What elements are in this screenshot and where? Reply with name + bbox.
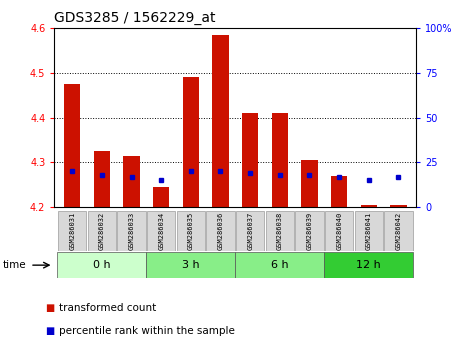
Text: time: time [2,260,26,270]
Text: 6 h: 6 h [271,260,289,270]
Text: GSM286034: GSM286034 [158,212,164,250]
Text: 3 h: 3 h [182,260,200,270]
FancyBboxPatch shape [236,211,264,251]
Text: ■: ■ [45,326,54,336]
FancyBboxPatch shape [146,252,236,278]
FancyBboxPatch shape [324,252,413,278]
Bar [272,113,288,207]
Bar [242,113,258,207]
FancyBboxPatch shape [176,211,205,251]
Text: GSM286033: GSM286033 [129,212,134,250]
Bar [212,35,228,207]
FancyBboxPatch shape [206,211,235,251]
Bar [153,187,169,207]
Bar [331,176,347,207]
Text: transformed count: transformed count [59,303,157,313]
FancyBboxPatch shape [325,211,353,251]
FancyBboxPatch shape [355,211,383,251]
Text: 0 h: 0 h [93,260,111,270]
Text: GSM286042: GSM286042 [395,212,402,250]
Bar [94,151,110,207]
Bar [183,78,199,207]
Text: ■: ■ [45,303,54,313]
Text: GSM286040: GSM286040 [336,212,342,250]
FancyBboxPatch shape [265,211,294,251]
Bar [301,160,318,207]
Text: GSM286031: GSM286031 [69,212,75,250]
FancyBboxPatch shape [384,211,412,251]
FancyBboxPatch shape [295,211,324,251]
Bar [123,156,140,207]
Text: percentile rank within the sample: percentile rank within the sample [59,326,235,336]
Text: GSM286038: GSM286038 [277,212,283,250]
FancyBboxPatch shape [117,211,146,251]
Bar [64,84,80,207]
FancyBboxPatch shape [57,252,146,278]
FancyBboxPatch shape [236,252,324,278]
Text: GSM286032: GSM286032 [99,212,105,250]
Text: GSM286037: GSM286037 [247,212,253,250]
FancyBboxPatch shape [88,211,116,251]
Text: GSM286036: GSM286036 [218,212,223,250]
Text: GSM286041: GSM286041 [366,212,372,250]
Text: GSM286039: GSM286039 [307,212,313,250]
Text: 12 h: 12 h [357,260,381,270]
FancyBboxPatch shape [58,211,87,251]
Bar [390,205,407,207]
Text: GDS3285 / 1562229_at: GDS3285 / 1562229_at [54,11,216,25]
Bar [360,205,377,207]
FancyBboxPatch shape [147,211,175,251]
Text: GSM286035: GSM286035 [188,212,194,250]
